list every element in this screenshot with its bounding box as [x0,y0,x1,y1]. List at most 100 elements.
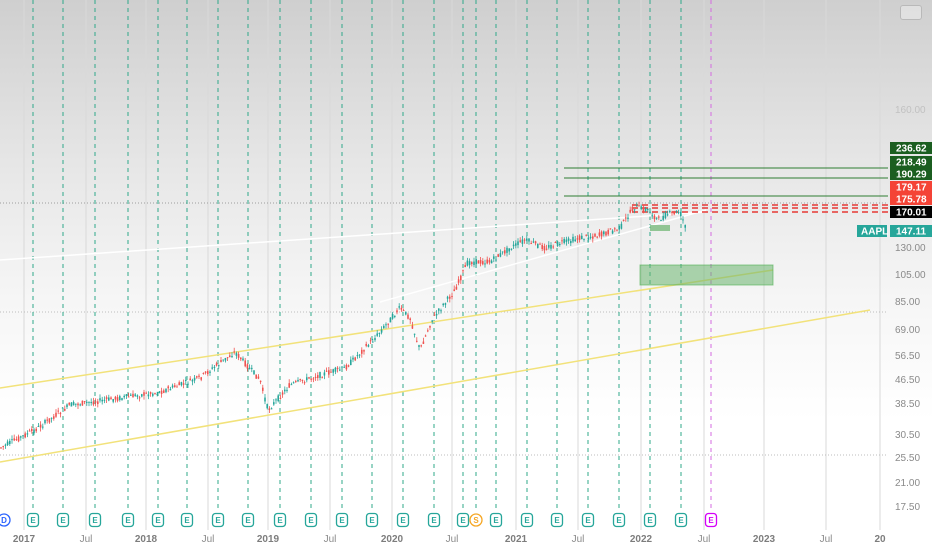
candle-body [440,310,442,312]
x-axis-tick-label: 2023 [753,534,776,545]
badge-letter: E [277,516,283,525]
candle-body [244,360,246,367]
candle-body [605,231,607,236]
candle-body [545,248,548,250]
candle-body [253,370,255,375]
candle-body [94,401,97,403]
candle-body [339,369,341,371]
trendlines-layer [0,167,888,463]
candle-body [466,260,469,266]
candle-body [501,251,504,253]
candle-body [435,313,438,316]
split-badge[interactable] [469,513,483,527]
candle-body [655,217,658,219]
candle-body [185,379,187,381]
earnings-badge[interactable] [643,512,657,528]
candle-body [273,402,275,405]
earnings-badge[interactable] [550,512,564,528]
candle-body [284,389,286,392]
candle-body [77,403,79,406]
candle-body [682,219,684,221]
candle-body [277,395,279,402]
earnings-badge[interactable] [180,512,194,528]
candle-body [358,354,361,356]
candles-layer [0,201,686,450]
earnings-badge[interactable] [581,512,595,528]
earnings-badge[interactable] [56,512,70,528]
candle-body [378,332,381,334]
candle-body [37,425,40,427]
price-level-tag [890,181,932,193]
candle-body [424,335,427,337]
candle-body [537,243,539,248]
candle-body [488,259,491,263]
candle-body [394,315,396,317]
dividend-badge[interactable] [0,513,11,527]
earnings-badge[interactable] [304,512,318,528]
candle-body [649,211,651,214]
candle-body [484,263,486,265]
candle-body [391,314,394,319]
badge-letter: E [245,516,251,525]
x-axis-tick-label: Jul [698,534,711,545]
candle-body [149,392,152,394]
candle-body [255,374,257,379]
earnings-badge[interactable] [365,512,379,528]
candle-body [257,376,260,379]
candle-body [671,211,673,213]
trendline-white-long [0,211,707,261]
earnings-badge[interactable] [211,512,225,528]
chart-settings-button[interactable] [900,5,922,20]
badge-letter: E [339,516,345,525]
candle-body [191,379,194,382]
candle-body [312,378,315,380]
candle-body [22,435,24,437]
candle-body [385,324,387,326]
candle-body [666,214,669,216]
earnings-badge[interactable] [396,512,410,528]
y-axis-tick-label: 38.50 [895,399,920,410]
earnings-badge[interactable] [520,512,534,528]
candle-body [86,401,88,403]
candle-body [413,333,416,335]
candle-body [429,325,431,328]
candle-body [519,240,521,242]
demand-zone [639,264,774,286]
badge-letter: E [308,516,314,525]
candle-body [231,356,233,358]
earnings-badge[interactable] [489,512,503,528]
earnings-badge[interactable] [151,512,165,528]
candle-body [374,338,376,341]
badge-letter: S [473,516,479,525]
earnings-badge[interactable] [612,512,626,528]
y-axis-tick-label: 69.00 [895,325,920,336]
candle-body [576,238,579,240]
candle-body [295,380,297,382]
candle-body [528,238,530,242]
candle-body [372,341,374,343]
earnings-badge[interactable] [427,512,441,528]
candle-body [662,215,664,220]
earnings-badge[interactable] [335,512,349,528]
candle-body [114,396,117,400]
earnings-badge[interactable] [704,512,718,528]
earnings-badge[interactable] [26,512,40,528]
candle-body [664,212,667,219]
x-axis-tick-label: 2019 [257,534,280,545]
candle-body [88,401,90,403]
candle-body [110,397,112,400]
candle-body [61,407,64,409]
candle-body [193,377,196,381]
candle-body [105,397,108,400]
earnings-badge[interactable] [273,512,287,528]
candle-body [539,243,541,245]
candle-body [207,371,209,375]
earnings-badge[interactable] [121,512,135,528]
earnings-badge[interactable] [241,512,255,528]
earnings-badge[interactable] [456,512,470,528]
earnings-badge[interactable] [88,512,102,528]
candle-body [55,412,57,417]
earnings-badge[interactable] [674,512,688,528]
